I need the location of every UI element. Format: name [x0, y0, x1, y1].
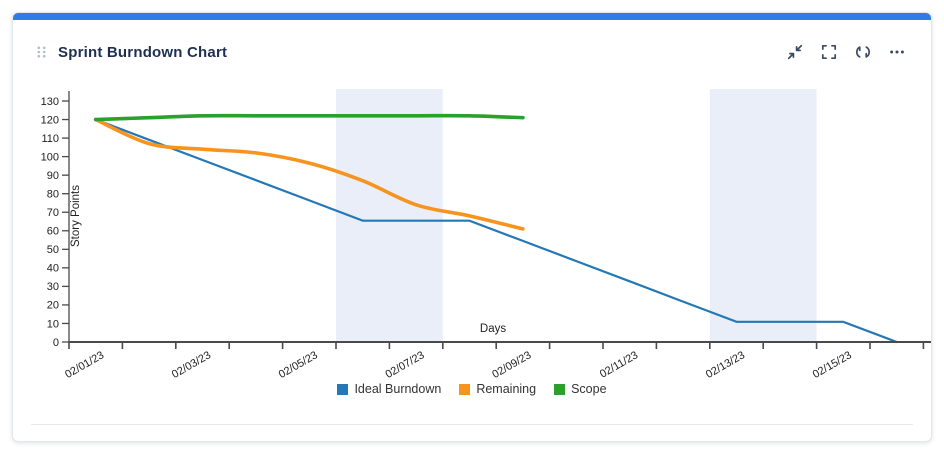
fullscreen-button[interactable]: [821, 44, 837, 60]
y-tick-label: 50: [47, 244, 59, 256]
non-working-day-band: [709, 89, 817, 342]
x-tick-label: 02/13/23: [704, 349, 747, 381]
chart-legend: Ideal Burndown Remaining Scope: [13, 382, 931, 396]
legend-item-scope[interactable]: Scope: [554, 382, 607, 396]
burndown-chart[interactable]: 0 10 20 30 40 50 60 70 80 90 100 110 120 130 02/01/23 0…: [13, 81, 933, 381]
legend-item-ideal-burndown[interactable]: Ideal Burndown: [337, 382, 441, 396]
legend-label: Ideal Burndown: [354, 382, 442, 396]
footer-divider: [31, 424, 913, 425]
y-tick-label: 30: [47, 281, 59, 293]
fullscreen-brackets-icon: [821, 44, 837, 60]
widget-header: Sprint Burndown Chart: [37, 39, 905, 65]
y-tick-label: 70: [47, 207, 59, 219]
legend-label: Remaining: [476, 382, 537, 396]
y-tick-label: 0: [53, 337, 59, 349]
widget-accent-bar: [13, 13, 931, 20]
y-tick-label: 110: [41, 133, 59, 145]
y-tick-label: 40: [47, 263, 59, 275]
y-tick-label: 60: [47, 226, 59, 238]
burndown-widget-card: Sprint Burndown Chart: [12, 12, 932, 442]
x-tick-label: 02/05/23: [277, 349, 320, 381]
y-tick-label: 100: [41, 151, 59, 163]
y-tick-label: 130: [41, 96, 59, 108]
x-tick-label: 02/01/23: [63, 349, 106, 381]
legend-swatch: [554, 383, 566, 395]
non-working-day-band: [336, 89, 443, 342]
y-tick-label: 90: [47, 170, 59, 182]
legend-label: Scope: [571, 382, 607, 396]
legend-swatch: [459, 383, 471, 395]
more-button[interactable]: [889, 44, 905, 60]
x-tick-label: 02/15/23: [811, 349, 854, 381]
drag-handle-icon[interactable]: [37, 46, 46, 58]
y-axis-title: Story Points: [70, 185, 82, 247]
refresh-button[interactable]: [855, 44, 871, 60]
y-tick-label: 10: [47, 318, 59, 330]
y-tick-label: 20: [47, 300, 59, 312]
series-line-ideal-burndown: [94, 118, 898, 344]
widget-title: Sprint Burndown Chart: [58, 43, 228, 61]
legend-swatch: [337, 383, 349, 395]
compress-arrows-icon: [787, 44, 803, 60]
burndown-chart-canvas[interactable]: 0 10 20 30 40 50 60 70 80 90 100 110 120 130 02/01/23 0…: [13, 81, 933, 381]
x-tick-label: 02/07/23: [384, 349, 427, 381]
x-tick-label: 02/03/23: [170, 349, 213, 381]
collapse-button[interactable]: [787, 44, 803, 60]
legend-item-remaining[interactable]: Remaining: [459, 382, 536, 396]
x-axis-title: Days: [480, 323, 506, 335]
ellipsis-icon: [890, 50, 904, 54]
y-tick-label: 80: [47, 188, 59, 200]
x-tick-label: 02/11/23: [598, 349, 640, 380]
y-tick-label: 120: [41, 114, 59, 126]
refresh-icon: [856, 46, 870, 58]
series-line-scope: [93, 113, 525, 122]
widget-toolbar: [787, 44, 905, 60]
x-tick-label: 02/09/23: [490, 349, 533, 381]
series-line-remaining: [93, 117, 525, 231]
